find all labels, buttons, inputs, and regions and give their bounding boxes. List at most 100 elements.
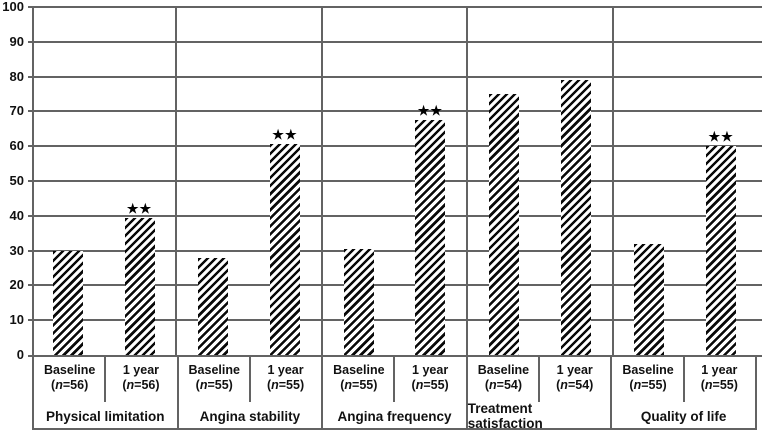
gridline bbox=[28, 40, 762, 43]
category-label: 1 year (n=55) bbox=[684, 357, 755, 404]
category-n-label: (n=54) bbox=[484, 378, 523, 392]
x-axis-line bbox=[28, 355, 762, 357]
group-label-row: Angina frequency bbox=[323, 404, 466, 428]
bar-slot: ★★ bbox=[685, 7, 757, 355]
gridline bbox=[28, 214, 762, 217]
category-tick bbox=[393, 357, 396, 402]
n-italic: n bbox=[55, 378, 63, 392]
significance-stars: ★★ bbox=[272, 127, 298, 143]
bar bbox=[198, 257, 229, 355]
category-n-label: (n=55) bbox=[700, 378, 738, 392]
gridline bbox=[28, 110, 762, 113]
category-label: Baseline (n=55) bbox=[179, 357, 250, 404]
category-n-label: (n=55) bbox=[195, 378, 233, 392]
category-n-label: (n=55) bbox=[411, 378, 449, 392]
category-label-row: Baseline (n=55) 1 year (n=55) bbox=[612, 357, 755, 404]
category-n-label: (n=55) bbox=[340, 378, 378, 392]
bar: ★★ bbox=[706, 130, 737, 355]
bar bbox=[343, 248, 374, 355]
bar-slot bbox=[32, 7, 104, 355]
category-tick bbox=[538, 357, 541, 402]
y-tick-label: 40 bbox=[9, 207, 24, 223]
category-label: Baseline (n=54) bbox=[468, 357, 539, 404]
gridline bbox=[28, 319, 762, 322]
bar-slot: ★★ bbox=[249, 7, 321, 355]
x-axis-group: Baseline (n=56) 1 year (n=56) Physical limit… bbox=[34, 357, 177, 428]
group-label: Angina stability bbox=[199, 408, 301, 424]
group-label-row: Quality of life bbox=[612, 404, 755, 428]
category-label-row: Baseline (n=55) 1 year (n=55) bbox=[323, 357, 466, 404]
category-n-label: (n=56) bbox=[51, 378, 89, 392]
y-axis-line bbox=[32, 7, 34, 357]
category-label: 1 year (n=55) bbox=[394, 357, 465, 404]
category-n-label: (n=55) bbox=[266, 378, 305, 392]
category-label: 1 year (n=56) bbox=[105, 357, 176, 404]
bar-group: ★★ bbox=[320, 7, 467, 355]
y-tick-label: 80 bbox=[9, 68, 24, 84]
category-name: 1 year bbox=[267, 363, 304, 377]
bar-slot bbox=[468, 7, 540, 355]
group-label: Angina frequency bbox=[337, 408, 452, 424]
significance-stars: ★★ bbox=[708, 129, 734, 145]
category-n-label: (n=55) bbox=[629, 378, 667, 392]
n-italic: n bbox=[560, 378, 568, 392]
category-label: Baseline (n=56) bbox=[34, 357, 105, 404]
bar: ★★ bbox=[415, 104, 446, 355]
x-axis-label-area: Baseline (n=56) 1 year (n=56) Physical limit… bbox=[32, 357, 757, 431]
category-name: 1 year bbox=[412, 363, 449, 377]
bar: ★★ bbox=[124, 202, 155, 355]
plot-area: ★★ ★★ ★★ ★★ bbox=[32, 7, 757, 355]
bar-group: ★★ bbox=[611, 7, 757, 355]
n-italic: n bbox=[633, 378, 642, 392]
x-axis-group: Baseline (n=54) 1 year (n=54) Treatment sati… bbox=[465, 357, 611, 431]
bar bbox=[52, 250, 83, 355]
group-label: Quality of life bbox=[640, 408, 727, 424]
category-label: Baseline (n=55) bbox=[612, 357, 683, 404]
y-tick-label: 20 bbox=[9, 277, 24, 293]
category-label-row: Baseline (n=56) 1 year (n=56) bbox=[34, 357, 177, 404]
bar bbox=[560, 80, 591, 355]
group-label: Treatment satisfaction bbox=[467, 401, 543, 431]
bar-group: ★★ bbox=[175, 7, 320, 355]
category-n-label: (n=56) bbox=[122, 378, 160, 392]
category-name: 1 year bbox=[701, 363, 738, 377]
gridline bbox=[28, 249, 762, 252]
n-italic: n bbox=[415, 378, 424, 392]
gridline bbox=[28, 6, 762, 8]
y-tick-label: 10 bbox=[9, 312, 24, 328]
category-label: 1 year (n=55) bbox=[250, 357, 321, 404]
bar: ★★ bbox=[269, 128, 300, 355]
bar-slot: ★★ bbox=[395, 7, 467, 355]
category-label-row: Baseline (n=54) 1 year (n=54) bbox=[468, 357, 611, 404]
gridline bbox=[28, 145, 762, 148]
n-italic: n bbox=[344, 378, 353, 392]
category-n-label: (n=54) bbox=[556, 378, 594, 392]
y-axis-tick-labels: 100 90 80 70 60 50 40 30 20 10 0 bbox=[0, 0, 24, 432]
n-italic: n bbox=[271, 378, 279, 392]
category-label: 1 year (n=54) bbox=[539, 357, 610, 404]
group-label-row: Physical limitation bbox=[34, 404, 177, 428]
bar-group: ★★ bbox=[32, 7, 175, 355]
significance-stars: ★★ bbox=[417, 103, 444, 119]
y-tick-label: 30 bbox=[9, 242, 24, 258]
gridline bbox=[28, 75, 762, 78]
n-italic: n bbox=[199, 378, 208, 392]
category-tick bbox=[248, 357, 251, 402]
gridline bbox=[28, 180, 762, 182]
y-tick-label: 90 bbox=[9, 33, 24, 49]
x-axis-group: Baseline (n=55) 1 year (n=55) Angina stabili… bbox=[176, 357, 322, 428]
bar-slot bbox=[177, 7, 249, 355]
y-tick-label: 70 bbox=[9, 103, 24, 119]
category-name: Baseline bbox=[43, 363, 96, 377]
category-name: 1 year bbox=[556, 363, 593, 377]
bar-slot bbox=[614, 7, 686, 355]
category-name: Baseline bbox=[333, 363, 385, 377]
gridline bbox=[28, 284, 762, 287]
category-label: Baseline (n=55) bbox=[323, 357, 394, 404]
category-name: Baseline bbox=[188, 363, 240, 377]
category-name: 1 year bbox=[122, 363, 160, 377]
group-label-row: Treatment satisfaction bbox=[467, 401, 611, 431]
bar-slot bbox=[540, 7, 612, 355]
bar-group bbox=[466, 7, 611, 355]
